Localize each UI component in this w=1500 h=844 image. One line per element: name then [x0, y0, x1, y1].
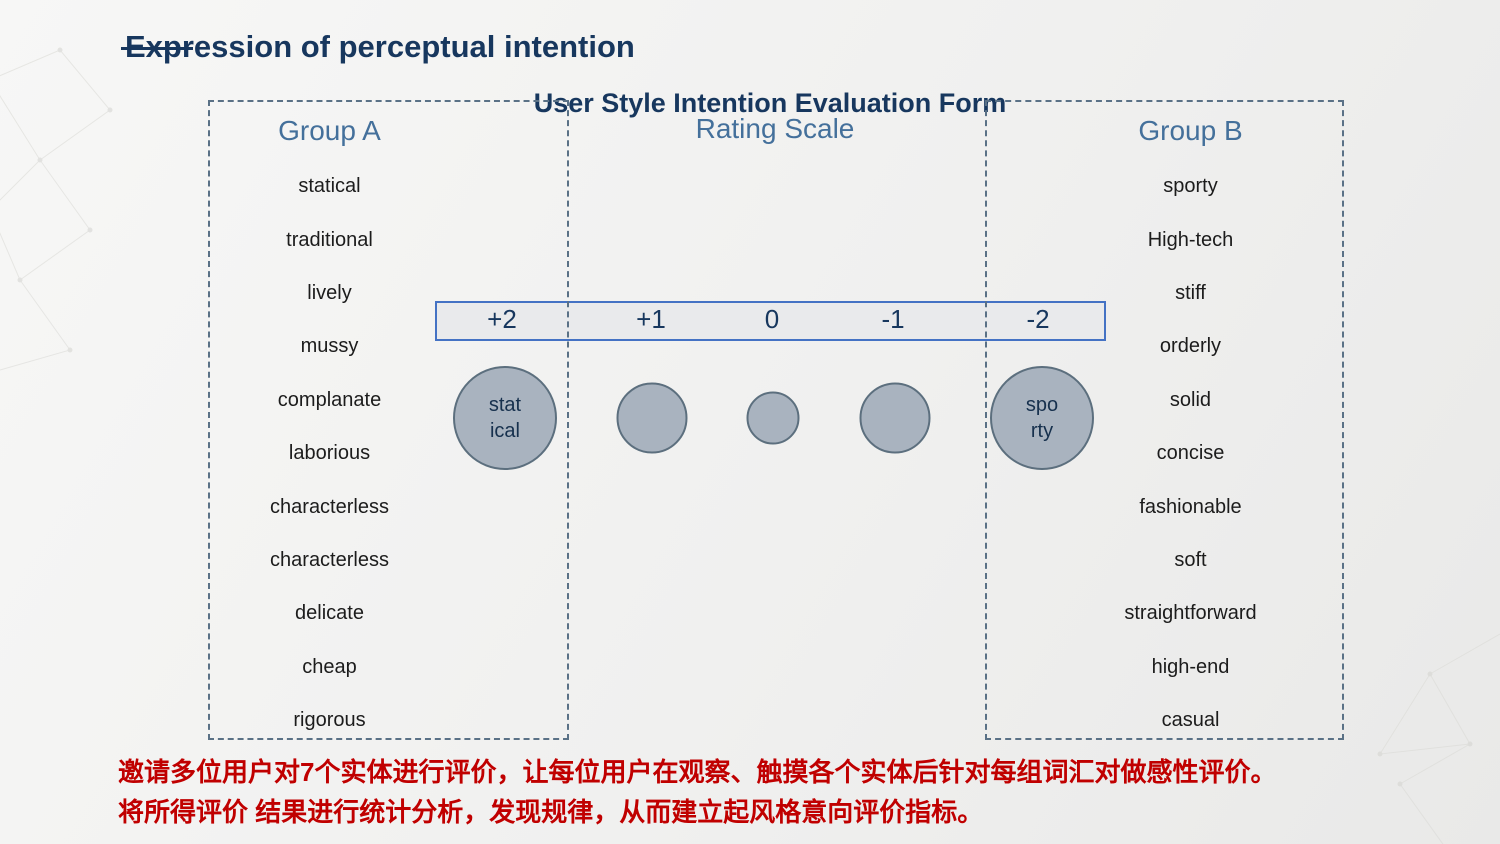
- group-a-item: traditional: [286, 228, 373, 251]
- rating-circle-plus2: stat ical: [453, 366, 557, 470]
- group-b-item: high-end: [1151, 655, 1230, 678]
- form-title: User Style Intention Evaluation Form: [533, 88, 1007, 119]
- rating-tick-minus1: -1: [881, 304, 905, 334]
- group-b-item: sporty: [1163, 175, 1218, 198]
- rating-scale-bar: [435, 301, 1106, 341]
- group-b-item: fashionable: [1139, 495, 1242, 518]
- rating-scale-header: Rating Scale: [695, 113, 855, 144]
- group-b-item: High-tech: [1147, 228, 1234, 251]
- rating-circle-zero: [746, 391, 800, 445]
- group-b-item: soft: [1174, 548, 1207, 571]
- group-a-item: characterless: [270, 495, 389, 518]
- rating-tick-plus1: +1: [636, 304, 666, 334]
- page-title: Expression of perceptual intention: [125, 28, 635, 64]
- group-b-item: orderly: [1159, 335, 1222, 358]
- group-a-item: complanate: [277, 388, 382, 411]
- group-b-item: straightforward: [1124, 602, 1257, 625]
- group-b-item: casual: [1161, 709, 1220, 732]
- footer-note: 邀请多位用户对7个实体进行评价，让每位用户在观察、触摸各个实体后针对每组词汇对做…: [118, 752, 1448, 832]
- group-b-item: concise: [1156, 442, 1225, 465]
- background-texture-top-left: [0, 47, 113, 371]
- rating-circle-plus2-label: stat ical: [488, 394, 522, 442]
- group-a-list: statical traditional lively mussy complanate…: [210, 160, 449, 747]
- group-a-item: delicate: [295, 602, 364, 625]
- group-a-box: Group A statical traditional lively mussy co…: [208, 100, 569, 740]
- group-a-header: Group A: [278, 115, 381, 146]
- footer-line-1: 邀请多位用户对7个实体进行评价，让每位用户在观察、触摸各个实体后针对每组词汇对做…: [118, 757, 1277, 787]
- group-b-content: Group B sporty High-tech stiff orderly solid…: [1039, 102, 1342, 738]
- rating-circle-minus1: [859, 382, 931, 454]
- group-a-content: Group A statical traditional lively mussy co…: [210, 102, 449, 738]
- rating-tick-zero: 0: [764, 304, 780, 334]
- group-a-item: characterless: [270, 548, 389, 571]
- group-b-item: solid: [1169, 388, 1212, 411]
- rating-circle-minus2: spo rty: [990, 366, 1094, 470]
- group-a-item: rigorous: [293, 709, 366, 732]
- rating-circle-minus2-label: spo rty: [1025, 394, 1059, 442]
- group-b-list: sporty High-tech stiff orderly solid concise f…: [1039, 160, 1342, 747]
- group-a-item: lively: [307, 281, 352, 304]
- rating-tick-minus2: -2: [1026, 304, 1050, 334]
- rating-circle-plus1: [616, 382, 688, 454]
- group-a-item: statical: [298, 175, 361, 198]
- group-b-box: Group B sporty High-tech stiff orderly solid…: [985, 100, 1344, 740]
- group-a-item: laborious: [288, 442, 371, 465]
- group-a-item: mussy: [300, 335, 359, 358]
- rating-tick-plus2: +2: [487, 304, 517, 334]
- group-b-header: Group B: [1138, 115, 1243, 146]
- footer-line-2: 将所得评价 结果进行统计分析，发现规律，从而建立起风格意向评价指标。: [118, 797, 984, 827]
- group-a-item: cheap: [302, 655, 357, 678]
- title-underline: [121, 47, 193, 50]
- group-b-item: stiff: [1175, 281, 1206, 304]
